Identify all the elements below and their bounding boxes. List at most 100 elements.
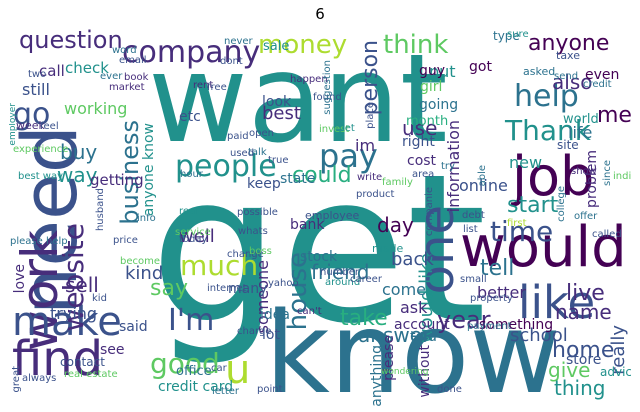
cloud-word: first (507, 218, 527, 229)
cloud-word: guy (419, 63, 446, 79)
cloud-word: Thank (505, 114, 591, 147)
cloud-word: become (120, 256, 161, 267)
cloud-word: sell (65, 273, 99, 297)
cloud-word: new (509, 153, 543, 172)
cloud-word: put (429, 62, 456, 81)
cloud-word: companie (424, 187, 435, 237)
cloud-word: bank (290, 217, 325, 233)
cloud-word: never (224, 36, 253, 47)
cloud-word: rent (193, 80, 214, 91)
cloud-word: great (11, 366, 22, 393)
cloud-word: found (313, 92, 342, 103)
cloud-word: give (548, 358, 591, 382)
cloud-word: year (437, 306, 491, 334)
cloud-word: right (402, 134, 435, 150)
cloud-word: type (493, 29, 520, 43)
cloud-word: girl (420, 79, 443, 95)
cloud-word: price (113, 235, 138, 246)
cloud-word: can't (297, 306, 322, 317)
cloud-word: even (585, 67, 620, 83)
cloud-word: free (207, 82, 227, 93)
cloud-word: property (470, 293, 513, 304)
cloud-word: employer (9, 103, 18, 146)
cloud-word: india (613, 171, 631, 182)
cloud-word: sure (507, 29, 529, 40)
cloud-word: good (150, 347, 220, 380)
cloud-word: cost (407, 153, 437, 169)
cloud-word: got (469, 59, 492, 75)
cloud-word: call (39, 62, 65, 80)
cloud-word: made (372, 242, 404, 255)
cloud-word: etc (179, 109, 201, 125)
cloud-word: problem (584, 150, 600, 208)
cloud-word: answer (358, 323, 431, 347)
cloud-word: kid (92, 293, 107, 304)
cloud-word: today (179, 234, 208, 245)
cloud-word: asked (523, 65, 556, 78)
cloud-word: yahoo (268, 278, 299, 289)
cloud-word: well (179, 226, 215, 247)
cloud-word: start (507, 193, 559, 218)
cloud-word: name (555, 300, 612, 324)
cloud-word: stock (300, 249, 338, 265)
cloud-word: sale (263, 39, 290, 54)
cloud-word: talk (248, 147, 267, 158)
cloud-word: college (556, 186, 567, 222)
cloud-word: people (175, 149, 277, 184)
cloud-word: info (137, 213, 156, 224)
cloud-word: send (554, 71, 579, 82)
cloud-word: week (16, 119, 45, 132)
cloud-word: suggestion (322, 60, 333, 115)
cloud-word: site (557, 138, 579, 152)
cloud-word: im (355, 136, 376, 155)
cloud-word: trying (50, 304, 98, 323)
cloud-word: car (211, 363, 227, 374)
cloud-word: thing (554, 376, 606, 400)
cloud-word: always (22, 373, 57, 384)
cloud-word: working (64, 99, 128, 118)
cloud-word: way (57, 163, 98, 187)
cloud-word: job (512, 145, 595, 208)
cloud-word: online (459, 176, 508, 195)
cloud-word: school (510, 325, 568, 346)
cloud-word: told (410, 329, 437, 345)
cloud-word: taxe (556, 49, 580, 62)
cloud-word: offer (574, 211, 598, 222)
cloud-word: open (249, 128, 274, 139)
cloud-word: state (280, 171, 316, 187)
cloud-word: day (377, 213, 414, 237)
cloud-word: anyone know (141, 123, 157, 217)
cloud-word: office (176, 364, 212, 379)
cloud-word: true (268, 155, 289, 166)
cloud-word: better (477, 283, 526, 302)
cloud-word: list (463, 224, 478, 235)
cloud-word: let (342, 123, 355, 134)
cloud-word: used (230, 148, 255, 159)
cloud-word: paid (227, 131, 249, 142)
cloud-word: keep (247, 176, 281, 192)
cloud-word: u (225, 347, 251, 393)
cloud-word: see (100, 342, 125, 358)
cloud-word: home (552, 338, 615, 363)
cloud-word: wondering (381, 367, 429, 377)
cloud-word: contact (60, 355, 105, 369)
cloud-word: something (479, 317, 554, 333)
cloud-word: say (150, 276, 188, 301)
cloud-word: letter (212, 386, 240, 397)
cloud-word: change (227, 249, 264, 260)
cloud-word: think (383, 30, 449, 60)
cloud-word: small (460, 274, 487, 285)
cloud-word: charge (237, 326, 272, 337)
cloud-word: question (19, 26, 123, 54)
cloud-word: love (12, 264, 28, 294)
cloud-word: buy (60, 140, 98, 164)
cloud-word: around (325, 277, 361, 288)
cloud-word: number (320, 267, 360, 278)
cloud-word: area (412, 169, 435, 180)
cloud-word: market (109, 82, 145, 93)
cloud-word: I'm (168, 303, 215, 338)
cloud-word: use (402, 116, 438, 140)
cloud-word: getting (90, 171, 144, 189)
cloud-word: company (122, 35, 261, 70)
cloud-word: also (552, 70, 593, 94)
